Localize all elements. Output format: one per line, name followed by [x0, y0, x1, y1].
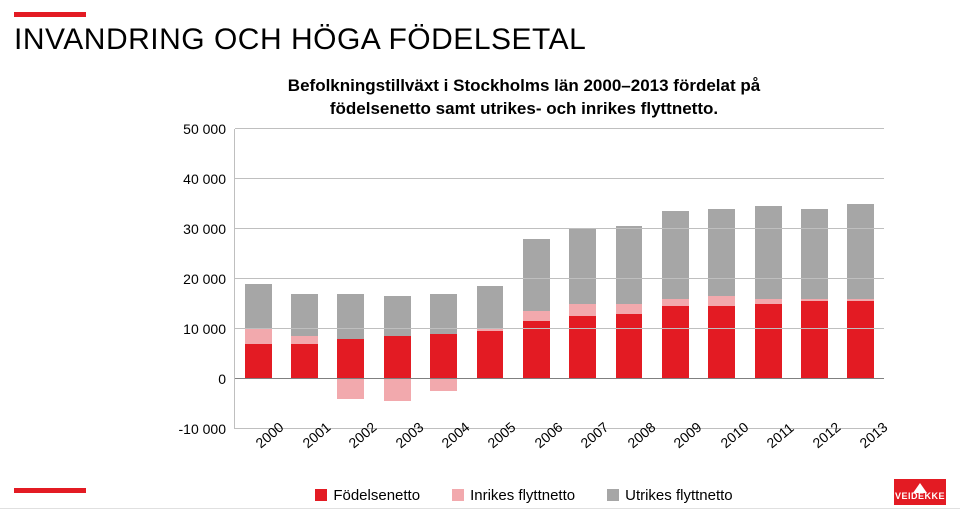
bar-segment-utrikes — [801, 209, 828, 299]
bar-segment-utrikes — [569, 229, 596, 304]
bar-segment-utrikes — [616, 226, 643, 304]
bar-segment-fodelsenetto — [477, 331, 504, 379]
bar-group — [662, 129, 689, 429]
gridline — [235, 178, 884, 179]
legend-item-inrikes: Inrikes flyttnetto — [452, 487, 575, 504]
bar-segment-fodelsenetto — [616, 314, 643, 379]
gridline — [235, 278, 884, 279]
bars-layer — [235, 129, 884, 429]
y-tick-label: 30 000 — [183, 221, 226, 237]
bar-segment-inrikes — [245, 329, 272, 344]
legend-swatch — [315, 489, 327, 501]
gridline — [235, 228, 884, 229]
legend-swatch — [607, 489, 619, 501]
x-axis-line — [235, 378, 884, 379]
brand-logo: VEIDEKKE — [894, 479, 946, 505]
bar-segment-fodelsenetto — [245, 344, 272, 379]
bar-group — [847, 129, 874, 429]
bar-segment-inrikes — [847, 299, 874, 302]
x-axis: 2000200120022003200420052006200720082009… — [234, 429, 884, 469]
bar-group — [291, 129, 318, 429]
bar-segment-fodelsenetto — [337, 339, 364, 379]
bar-segment-utrikes — [755, 206, 782, 299]
bar-segment-inrikes — [291, 336, 318, 344]
bar-group — [755, 129, 782, 429]
bar-segment-inrikes — [430, 379, 457, 392]
bar-segment-utrikes — [847, 204, 874, 299]
y-tick-label: 10 000 — [183, 321, 226, 337]
legend: Födelsenetto Inrikes flyttnetto Utrikes fl… — [164, 487, 884, 504]
bar-segment-utrikes — [291, 294, 318, 337]
bar-group — [477, 129, 504, 429]
bar-group — [616, 129, 643, 429]
gridline — [235, 328, 884, 329]
y-tick-label: 50 000 — [183, 121, 226, 137]
bar-segment-utrikes — [523, 239, 550, 312]
bar-segment-inrikes — [801, 299, 828, 302]
bar-segment-inrikes — [662, 299, 689, 307]
y-tick-label: 40 000 — [183, 171, 226, 187]
bar-segment-fodelsenetto — [755, 304, 782, 379]
bar-group — [708, 129, 735, 429]
bar-segment-utrikes — [245, 284, 272, 329]
legend-item-utrikes: Utrikes flyttnetto — [607, 487, 733, 504]
top-accent-bar — [14, 12, 86, 17]
bar-segment-fodelsenetto — [523, 321, 550, 379]
bar-segment-inrikes — [616, 304, 643, 314]
y-tick-label: -10 000 — [179, 421, 226, 437]
bar-segment-fodelsenetto — [384, 336, 411, 379]
gridline — [235, 128, 884, 129]
bar-segment-utrikes — [708, 209, 735, 297]
logo-text: VEIDEKKE — [895, 491, 945, 501]
bar-group — [337, 129, 364, 429]
legend-label: Födelsenetto — [333, 487, 420, 504]
chart: Befolkningstillväxt i Stockholms län 200… — [164, 75, 884, 504]
bar-segment-fodelsenetto — [708, 306, 735, 379]
plot-area — [234, 129, 884, 429]
chart-plot: -10 000010 00020 00030 00040 00050 000 — [164, 129, 884, 429]
legend-label: Utrikes flyttnetto — [625, 487, 733, 504]
bar-segment-fodelsenetto — [430, 334, 457, 379]
bar-segment-utrikes — [477, 286, 504, 329]
bar-segment-fodelsenetto — [662, 306, 689, 379]
bar-group — [430, 129, 457, 429]
bar-segment-inrikes — [708, 296, 735, 306]
bar-segment-fodelsenetto — [801, 301, 828, 379]
page-title: INVANDRING OCH HÖGA FÖDELSETAL — [14, 23, 932, 57]
legend-swatch — [452, 489, 464, 501]
page-root: INVANDRING OCH HÖGA FÖDELSETAL Befolknin… — [0, 0, 960, 515]
legend-item-fodelsenetto: Födelsenetto — [315, 487, 420, 504]
bar-segment-inrikes — [384, 379, 411, 402]
y-tick-label: 20 000 — [183, 271, 226, 287]
bar-segment-inrikes — [523, 311, 550, 321]
bar-group — [384, 129, 411, 429]
bar-segment-fodelsenetto — [569, 316, 596, 379]
y-tick-label: 0 — [218, 371, 226, 387]
bar-group — [569, 129, 596, 429]
bar-segment-inrikes — [755, 299, 782, 304]
bar-segment-utrikes — [337, 294, 364, 339]
bar-segment-inrikes — [569, 304, 596, 317]
y-axis: -10 000010 00020 00030 00040 00050 000 — [164, 129, 234, 429]
bar-segment-utrikes — [662, 211, 689, 299]
bottom-accent-bar — [14, 488, 86, 493]
bar-group — [801, 129, 828, 429]
bar-segment-inrikes — [477, 329, 504, 332]
bar-segment-inrikes — [337, 379, 364, 399]
chart-title: Befolkningstillväxt i Stockholms län 200… — [244, 75, 804, 121]
bar-segment-fodelsenetto — [291, 344, 318, 379]
legend-label: Inrikes flyttnetto — [470, 487, 575, 504]
footer-divider — [0, 508, 960, 509]
bar-segment-fodelsenetto — [847, 301, 874, 379]
bar-group — [523, 129, 550, 429]
bar-group — [245, 129, 272, 429]
bar-segment-utrikes — [384, 296, 411, 336]
